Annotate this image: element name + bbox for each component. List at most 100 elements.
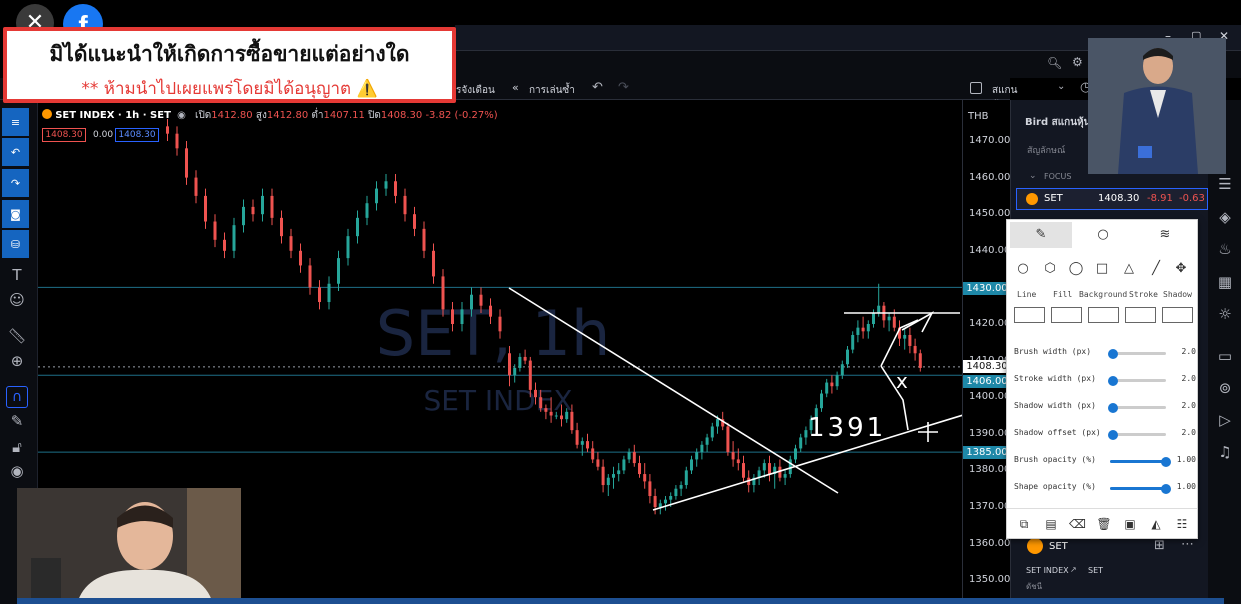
maximize-button[interactable]: ▢ [1191, 29, 1202, 42]
candle [908, 327, 912, 354]
sliders-icon[interactable]: ☷ [1176, 517, 1188, 531]
candle [690, 455, 693, 475]
eye-icon[interactable]: ◉ [10, 462, 24, 480]
clock-icon[interactable]: ◷ [1080, 80, 1092, 95]
slider-track[interactable] [1107, 349, 1166, 359]
eraser-icon[interactable]: ⌫ [1069, 517, 1086, 531]
bid-box[interactable]: 1408.30 [42, 128, 86, 142]
set-logo-icon [1026, 193, 1038, 205]
zoom-icon[interactable]: 🔍︎ [1047, 56, 1063, 70]
magnet-tool-icon[interactable]: ∩ [6, 386, 28, 408]
paste-icon[interactable]: ▤ [1045, 517, 1057, 531]
grid-icon[interactable]: ⊞ [1154, 538, 1165, 553]
toolbar-left-label[interactable]: รจังเดือน [456, 85, 495, 96]
shape-tab[interactable]: ○ [1072, 222, 1134, 248]
save-icon[interactable]: ▣ [1124, 517, 1136, 531]
more-icon[interactable]: ⋯ [1181, 537, 1194, 552]
external-link-icon[interactable]: ↗ [1070, 565, 1077, 574]
paint-bucket-icon[interactable]: ◭ [1151, 517, 1161, 531]
clone-icon[interactable]: ⧉ [1019, 517, 1029, 531]
line-shape-icon[interactable]: ╱ [1152, 261, 1160, 276]
detail-symbol[interactable]: SET [1049, 541, 1068, 552]
fire-icon[interactable]: ♨ [1218, 240, 1232, 258]
chart-canvas[interactable]: SET, 1h SET INDEX x 1391 [38, 100, 962, 604]
slider-knob[interactable] [1107, 376, 1118, 386]
lightbulb-icon[interactable]: ☼ [1218, 305, 1232, 323]
style-slider-row[interactable]: Shadow offset (px) 2.0 [1014, 427, 1196, 441]
slider-knob[interactable] [1107, 403, 1118, 413]
video-progress-bar[interactable] [17, 598, 1224, 604]
triangle-shape-icon[interactable]: △ [1124, 261, 1134, 276]
watchlist-icon[interactable]: ☰ [1218, 175, 1232, 193]
undo-tool-button[interactable]: ↶ [2, 138, 29, 166]
ruler-tool-icon[interactable]: 📏︎ [7, 327, 27, 345]
slider-knob[interactable] [1161, 484, 1171, 494]
menu-tool-button[interactable]: ≡ [2, 108, 29, 136]
candle [794, 444, 797, 464]
slider-track[interactable] [1107, 430, 1166, 440]
downtrend-line[interactable] [508, 287, 839, 494]
pencil-tab[interactable]: ✎ [1010, 222, 1072, 248]
chevron-down-icon[interactable]: ⌄ [1057, 81, 1066, 92]
circle-shape-icon[interactable]: ○ [1017, 261, 1029, 276]
redo-tool-button[interactable]: ↷ [2, 169, 29, 197]
stroke-color-swatch[interactable] [1125, 307, 1156, 323]
text-tool-icon[interactable]: T [12, 266, 22, 284]
slider-knob[interactable] [1161, 457, 1171, 467]
hexagon-shape-icon[interactable]: ⬡ [1044, 261, 1056, 276]
replay-button[interactable]: การเล่นซ้ำ [529, 85, 575, 96]
style-slider-row[interactable]: Brush width (px) 2.0 [1014, 346, 1196, 360]
style-slider-row[interactable]: Shadow width (px) 2.0 [1014, 400, 1196, 414]
legend-title[interactable]: SET INDEX · 1h · SET [55, 110, 171, 121]
square-shape-icon[interactable]: □ [1095, 261, 1109, 276]
rewind-icon[interactable]: « [512, 81, 519, 94]
save-tool-button[interactable]: ⛁ [2, 230, 29, 258]
extension-icon[interactable]: ⚙ [1072, 55, 1083, 69]
line-color-swatch[interactable] [1014, 307, 1045, 323]
slider-knob[interactable] [1107, 430, 1118, 440]
slider-knob[interactable] [1107, 349, 1118, 359]
broadcast-icon[interactable]: ⊚ [1218, 379, 1232, 397]
fill-color-swatch[interactable] [1051, 307, 1082, 323]
price-axis[interactable]: THB 1470.00 1460.00 1450.00 1440.00 1430.00 1… [962, 100, 1011, 604]
chat-icon[interactable]: ▭ [1217, 347, 1233, 365]
zoom-in-tool-icon[interactable]: ⊕ [10, 352, 24, 370]
slider-track[interactable] [1107, 376, 1166, 386]
lock-icon[interactable]: 🔓︎ [12, 438, 22, 456]
minimize-button[interactable]: – [1165, 29, 1171, 43]
lock-draw-tool-icon[interactable]: ✎ [10, 412, 24, 430]
candle [835, 371, 839, 390]
play-icon[interactable]: ▷ [1219, 411, 1231, 429]
ellipse-shape-icon[interactable]: ◯ [1068, 261, 1084, 276]
slider-track[interactable] [1110, 484, 1171, 494]
ask-box[interactable]: 1408.30 [115, 128, 159, 142]
uptrend-line[interactable] [652, 412, 962, 511]
camera-tool-button[interactable]: ◙ [2, 200, 29, 228]
layers-icon[interactable]: ◈ [1219, 208, 1231, 226]
slider-track[interactable] [1107, 403, 1166, 413]
window-close-button[interactable]: ✕ [1219, 29, 1230, 43]
trash-icon[interactable]: 🗑︎ [1096, 517, 1112, 531]
shadow-color-swatch[interactable] [1162, 307, 1193, 323]
style-slider-row[interactable]: Shape opacity (%) 1.00 [1014, 481, 1196, 495]
bell-icon[interactable]: ♫ [1218, 443, 1232, 461]
eye-icon[interactable]: ◉ [177, 110, 186, 121]
section-focus-label[interactable]: FOCUS [1044, 172, 1072, 181]
currency-label[interactable]: THB [968, 111, 989, 122]
background-color-swatch[interactable] [1088, 307, 1119, 323]
redo-icon[interactable]: ↷ [618, 80, 629, 95]
watchlist-title[interactable]: Bird สแกนหุ้น [1025, 117, 1091, 128]
move-shape-icon[interactable]: ✥ [1175, 261, 1187, 276]
top-bar: ✕ f [0, 0, 1241, 44]
slider-track[interactable] [1110, 457, 1171, 467]
style-slider-row[interactable]: Brush opacity (%) 1.00 [1014, 454, 1196, 468]
emoji-tool-icon[interactable]: ☺ [9, 291, 25, 309]
scanner-checkbox[interactable] [970, 82, 982, 94]
undo-icon[interactable]: ↶ [592, 80, 603, 95]
watchlist-row[interactable]: SET 1408.30 -8.91 -0.63 [1016, 188, 1208, 210]
style-slider-row[interactable]: Stroke width (px) 2.0 [1014, 373, 1196, 387]
calendar-icon[interactable]: ▦ [1217, 273, 1233, 291]
settings-tab[interactable]: ≋ [1134, 222, 1196, 248]
section-chevron-icon[interactable]: ⌄ [1029, 171, 1037, 181]
price-tick: 1380.00 [969, 464, 1011, 476]
